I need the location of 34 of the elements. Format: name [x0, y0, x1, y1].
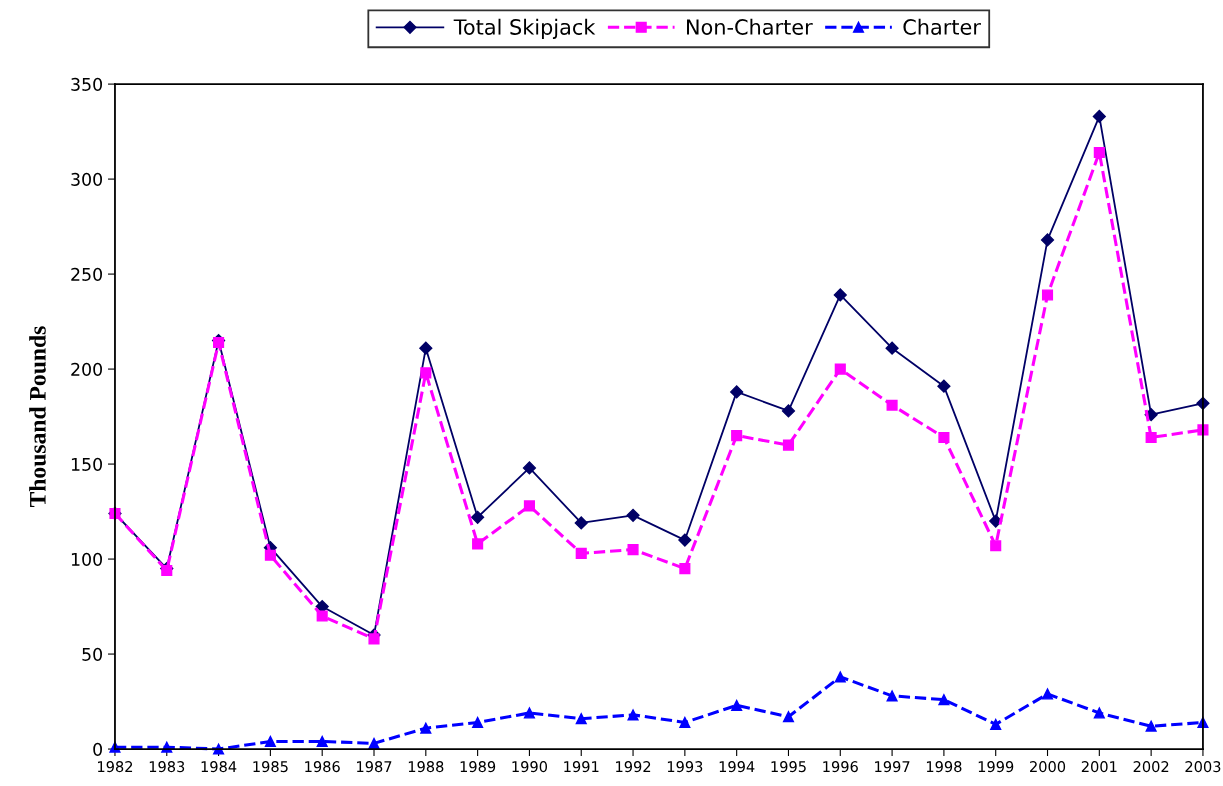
x-tick-label: 1993: [667, 761, 703, 773]
x-tick-label: 1990: [512, 761, 548, 773]
x-tick-label: 1989: [460, 761, 496, 773]
y-tick-label: 50: [82, 647, 102, 661]
y-tick-label: 350: [71, 77, 102, 91]
x-tick-label: 2003: [1185, 761, 1221, 773]
x-tick-label: 1992: [616, 761, 651, 773]
x-tick-label: 1996: [823, 761, 858, 773]
y-tick-label: 250: [71, 267, 102, 281]
x-tick-label: 1998: [926, 761, 962, 773]
x-tick-label: 2001: [1081, 761, 1117, 773]
y-tick-label: 200: [71, 362, 102, 376]
x-tick-label: 1997: [875, 761, 910, 773]
x-tick-label: 1984: [201, 761, 237, 773]
y-tick-label: 300: [71, 172, 102, 186]
y-tick-label: 100: [71, 552, 102, 566]
legend-label: Non-Charter: [687, 18, 813, 35]
legend-label: Total Skipjack: [453, 18, 596, 39]
y-tick-label: 0: [93, 742, 102, 756]
x-tick-label: 2002: [1133, 761, 1169, 773]
y-tick-label: 150: [71, 457, 102, 471]
x-tick-label: 1995: [771, 761, 806, 773]
y-axis-title: Thousand Pounds: [29, 326, 46, 508]
x-tick-label: 1982: [98, 761, 133, 773]
x-tick-label: 1991: [564, 761, 599, 773]
x-tick-label: 1983: [149, 761, 185, 773]
x-tick-label: 1988: [408, 761, 444, 773]
legend-label: Charter: [903, 18, 981, 35]
x-tick-label: 1994: [719, 761, 755, 773]
x-tick-label: 1999: [978, 761, 1014, 773]
x-tick-label: 2000: [1030, 761, 1066, 773]
x-tick-label: 1986: [305, 761, 340, 773]
x-tick-label: 1987: [357, 761, 392, 773]
x-tick-label: 1985: [253, 761, 288, 773]
